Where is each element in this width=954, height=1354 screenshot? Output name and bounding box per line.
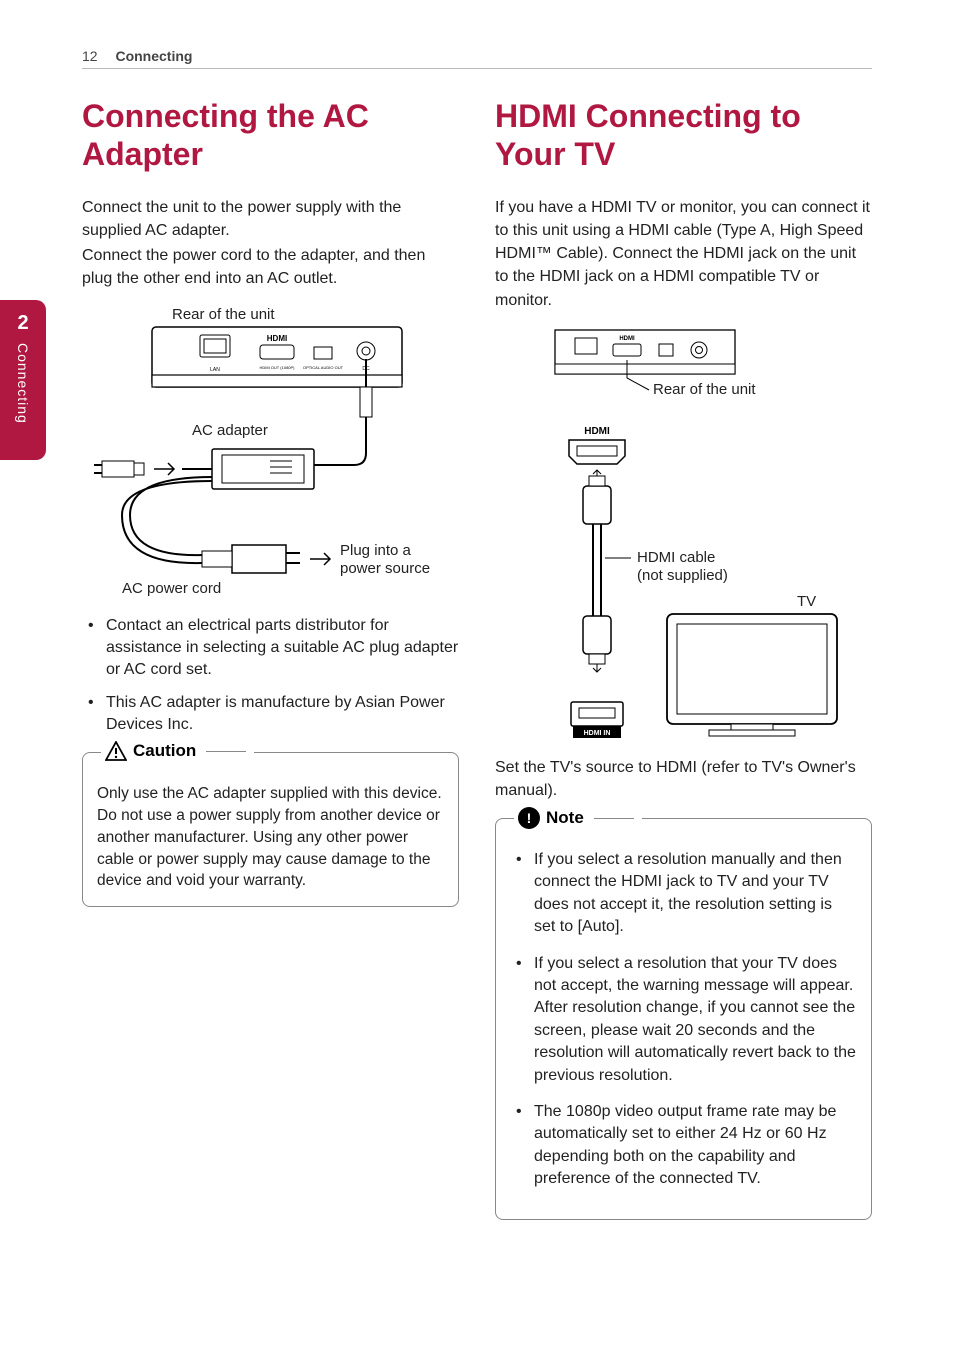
svg-text:HDMI IN: HDMI IN bbox=[584, 730, 611, 737]
note-icon: ! bbox=[518, 807, 540, 829]
left-title: Connecting the AC Adapter bbox=[82, 97, 459, 174]
fig-label-plug-2: power source bbox=[340, 560, 430, 577]
note-bullets: If you select a resolution manually and … bbox=[510, 849, 857, 1190]
caution-label: Caution bbox=[133, 741, 196, 761]
fig-label-cable-2: (not supplied) bbox=[637, 567, 728, 584]
fig-label-tv: TV bbox=[797, 593, 816, 610]
caution-text: Only use the AC adapter supplied with th… bbox=[97, 783, 444, 891]
section-name: Connecting bbox=[115, 48, 192, 64]
fig-label-plug-1: Plug into a bbox=[340, 542, 412, 559]
caution-title: Caution bbox=[101, 741, 254, 761]
ac-adapter-figure: Rear of the unit HDMI LAN HDMI OUT (1080… bbox=[82, 305, 459, 605]
svg-text:HDMI: HDMI bbox=[584, 426, 610, 437]
right-title: HDMI Connecting to Your TV bbox=[495, 97, 872, 174]
caution-box: Caution Only use the AC adapter supplied… bbox=[82, 752, 459, 906]
caution-icon bbox=[105, 741, 127, 761]
page-header: 12 Connecting bbox=[82, 48, 872, 69]
left-bullets: Contact an electrical parts distributor … bbox=[82, 615, 459, 737]
header-rule bbox=[82, 68, 872, 69]
list-item: This AC adapter is manufacture by Asian … bbox=[88, 692, 459, 737]
svg-text:HDMI: HDMI bbox=[267, 334, 287, 343]
fig-label-rear-2: Rear of the unit bbox=[653, 381, 756, 398]
right-para-1: If you have a HDMI TV or monitor, you ca… bbox=[495, 196, 872, 312]
svg-text:LAN: LAN bbox=[210, 367, 220, 373]
note-label: Note bbox=[546, 808, 584, 828]
right-para-2: Set the TV's source to HDMI (refer to TV… bbox=[495, 756, 872, 802]
list-item: If you select a resolution that your TV … bbox=[516, 953, 857, 1087]
page-number: 12 bbox=[82, 48, 98, 64]
fig-label-cable-1: HDMI cable bbox=[637, 549, 715, 566]
list-item: If you select a resolution manually and … bbox=[516, 849, 857, 939]
svg-text:HDMI OUT (1080P): HDMI OUT (1080P) bbox=[259, 365, 295, 370]
hdmi-figure: HDMI Rear of the unit HDMI bbox=[495, 326, 872, 746]
left-column: Connecting the AC Adapter Connect the un… bbox=[82, 97, 459, 1220]
note-box: ! Note If you select a resolution manual… bbox=[495, 818, 872, 1219]
note-title: ! Note bbox=[514, 807, 642, 829]
fig-label-cord: AC power cord bbox=[122, 580, 221, 597]
left-para-1: Connect the unit to the power supply wit… bbox=[82, 196, 459, 242]
svg-text:HDMI: HDMI bbox=[619, 336, 635, 342]
list-item: The 1080p video output frame rate may be… bbox=[516, 1101, 857, 1191]
svg-text:OPTICAL AUDIO OUT: OPTICAL AUDIO OUT bbox=[303, 365, 344, 370]
left-para-2: Connect the power cord to the adapter, a… bbox=[82, 244, 459, 290]
right-column: HDMI Connecting to Your TV If you have a… bbox=[495, 97, 872, 1220]
list-item: Contact an electrical parts distributor … bbox=[88, 615, 459, 682]
fig-label-adapter: AC adapter bbox=[192, 422, 268, 439]
page: 12 Connecting Connecting the AC Adapter … bbox=[0, 0, 954, 1260]
fig-label-rear: Rear of the unit bbox=[172, 306, 275, 323]
